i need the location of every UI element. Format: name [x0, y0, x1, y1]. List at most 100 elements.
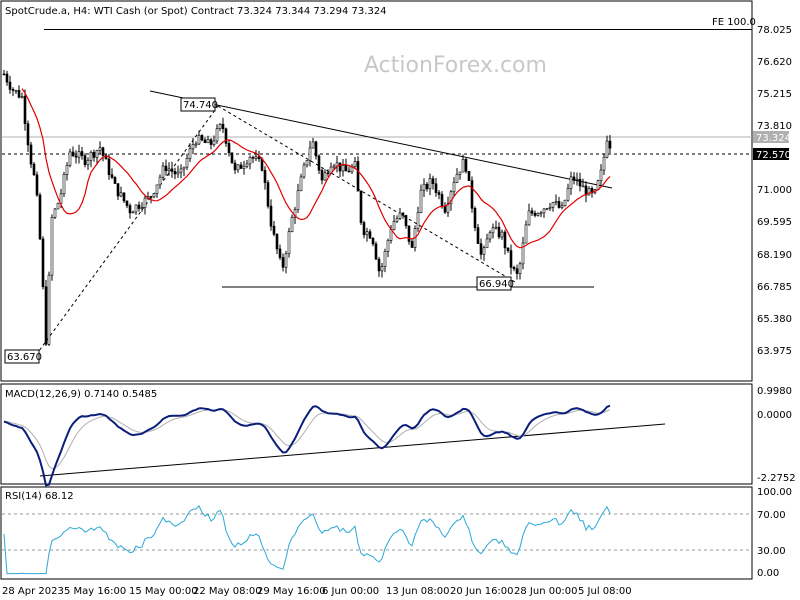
- candle-body: [44, 286, 48, 345]
- candle-body: [359, 190, 363, 223]
- candle-body: [362, 222, 366, 236]
- candle-body: [374, 243, 378, 260]
- candle-body: [275, 233, 279, 250]
- fe-label: FE 100.0: [712, 17, 756, 28]
- candle-body: [476, 227, 480, 244]
- candle-body: [155, 184, 159, 194]
- candle-body: [566, 188, 570, 201]
- rsi-tick: 70.00: [757, 510, 786, 521]
- candle-body: [602, 156, 606, 171]
- price-label-low: 63.670: [4, 349, 42, 364]
- candle-body: [248, 156, 252, 165]
- candle-body: [224, 128, 228, 144]
- candle-body: [116, 183, 120, 197]
- candle-body: [89, 152, 93, 161]
- candle-body: [206, 139, 210, 144]
- candle-body: [431, 178, 435, 185]
- candle-body: [11, 89, 15, 91]
- candle-body: [398, 212, 402, 219]
- candle-body: [572, 176, 576, 181]
- macd-label: MACD(12,26,9) 0.7140 0.5485: [5, 389, 157, 400]
- candle-body: [389, 229, 393, 241]
- candle-body: [560, 205, 564, 208]
- candle-body: [26, 123, 30, 146]
- candle-body: [365, 231, 369, 236]
- candle-body: [62, 174, 66, 195]
- candle-body: [428, 178, 432, 190]
- candle-body: [140, 207, 144, 209]
- candle-body: [377, 258, 381, 272]
- candle-body: [164, 165, 168, 172]
- price-tick: 63.975: [757, 346, 792, 357]
- time-tick: 5 May 16:00: [64, 586, 126, 597]
- candle-body: [2, 73, 6, 76]
- candle-body: [266, 182, 270, 207]
- candle-body: [299, 176, 303, 191]
- candle-body: [149, 196, 153, 198]
- candle-body: [209, 139, 213, 145]
- candle-body: [20, 96, 24, 98]
- candle-body: [353, 161, 357, 167]
- candle-body: [485, 238, 489, 249]
- candle-body: [176, 171, 180, 175]
- fibo-line-down: [217, 105, 516, 283]
- candle-body: [527, 210, 531, 226]
- rsi-line: [3, 505, 611, 575]
- candle-body: [587, 187, 591, 196]
- chart-title: SpotCrude.a, H4: WTI Cash (or Spot) Cont…: [5, 6, 387, 17]
- candle-body: [134, 204, 138, 213]
- candle-body: [404, 215, 408, 227]
- candle-body: [107, 158, 111, 176]
- candle-body: [98, 147, 102, 151]
- candle-body: [554, 201, 558, 203]
- candle-body: [17, 90, 21, 98]
- time-axis: 28 Apr 2023 5 May 16:00 15 May 00:00 22 …: [2, 586, 632, 597]
- time-tick: 6 Jun 00:00: [322, 586, 379, 597]
- candle-body: [494, 226, 498, 229]
- candle-body: [131, 211, 135, 214]
- candle-body: [191, 144, 195, 150]
- candle-body: [113, 177, 117, 184]
- candle-body: [38, 194, 42, 240]
- candle-body: [440, 194, 444, 207]
- candle-body: [182, 166, 186, 170]
- time-tick: 28 Apr 2023: [2, 586, 64, 597]
- candle-body: [506, 247, 510, 251]
- candle-body: [434, 183, 438, 193]
- price-label-mid-low-text: 66.940: [479, 279, 514, 290]
- moving-average-line: [21, 88, 611, 249]
- candle-body: [509, 250, 513, 268]
- candle-body: [119, 192, 123, 197]
- rsi-label: RSI(14) 68.12: [5, 491, 74, 502]
- time-tick: 13 Jun 08:00: [386, 586, 450, 597]
- candle-body: [461, 159, 465, 173]
- candle-body: [578, 178, 582, 187]
- candle-body: [344, 164, 348, 172]
- candle-body: [332, 165, 336, 168]
- candle-body: [392, 221, 396, 230]
- candle-body: [59, 193, 63, 204]
- time-tick: 22 May 08:00: [193, 586, 262, 597]
- candle-body: [314, 141, 318, 157]
- candle-body: [218, 123, 222, 129]
- candle-body: [71, 151, 75, 157]
- candles: [2, 69, 612, 347]
- candle-body: [296, 190, 300, 210]
- price-tick: 66.785: [757, 282, 792, 293]
- price-label-high-text: 74.740: [183, 100, 218, 111]
- time-tick: 15 May 00:00: [129, 586, 198, 597]
- candle-body: [14, 90, 18, 92]
- candle-body: [167, 168, 171, 172]
- candle-body: [533, 212, 537, 216]
- candle-body: [512, 266, 516, 270]
- candle-body: [605, 140, 609, 158]
- candle-body: [263, 170, 267, 183]
- candle-body: [569, 176, 573, 189]
- macd-tick: 0.0000: [757, 410, 792, 421]
- candle-body: [197, 135, 201, 145]
- candle-body: [122, 192, 126, 202]
- candle-body: [443, 205, 447, 213]
- candle-body: [23, 96, 27, 124]
- candle-body: [464, 159, 468, 172]
- candle-body: [173, 171, 177, 175]
